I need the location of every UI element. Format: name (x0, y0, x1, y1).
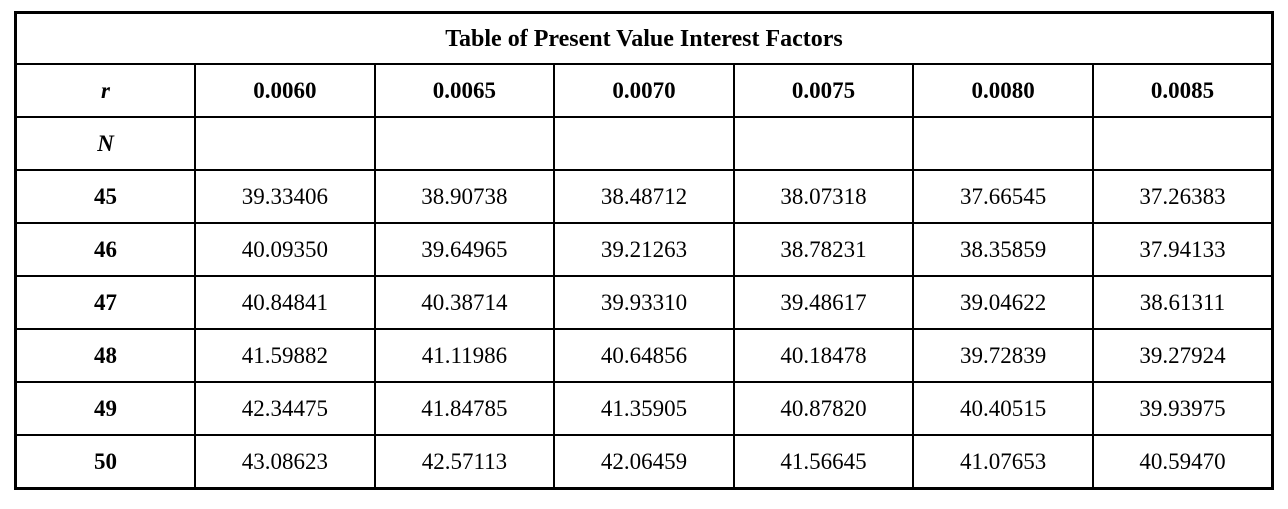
pv-factor-cell: 38.07318 (732, 169, 915, 224)
rate-header: 0.0065 (373, 63, 556, 118)
pv-factor-cell: 37.94133 (1091, 222, 1274, 277)
pv-factor-cell: 38.61311 (1091, 275, 1274, 330)
pv-factor-cell: 41.56645 (732, 434, 915, 490)
pv-factor-cell: 39.21263 (553, 222, 735, 277)
rate-header-row: r 0.0060 0.0065 0.0070 0.0075 0.0080 0.0… (14, 63, 1274, 118)
period-label-row: N (14, 116, 1274, 171)
table-title: Table of Present Value Interest Factors (14, 11, 1274, 65)
pv-factor-cell: 39.48617 (732, 275, 915, 330)
pv-factor-cell: 39.93975 (1091, 381, 1274, 436)
pv-factor-cell: 40.18478 (732, 328, 915, 383)
empty-cell (194, 116, 376, 171)
pv-factor-cell: 38.90738 (373, 169, 556, 224)
pv-factor-cell: 38.48712 (553, 169, 735, 224)
pv-factor-cell: 40.40515 (912, 381, 1094, 436)
pv-factor-cell: 39.04622 (912, 275, 1094, 330)
pv-factor-cell: 40.84841 (194, 275, 376, 330)
pv-factor-cell: 39.33406 (194, 169, 376, 224)
pv-factor-cell: 41.11986 (373, 328, 556, 383)
pv-factor-cell: 40.38714 (373, 275, 556, 330)
present-value-factors-table: Table of Present Value Interest Factors … (14, 11, 1274, 490)
table-row: 48 41.59882 41.11986 40.64856 40.18478 3… (14, 328, 1274, 383)
period-cell: 45 (14, 169, 197, 224)
pv-factor-cell: 40.09350 (194, 222, 376, 277)
pv-factor-cell: 39.27924 (1091, 328, 1274, 383)
rate-header: 0.0075 (732, 63, 915, 118)
pv-factor-cell: 41.84785 (373, 381, 556, 436)
rate-header: 0.0085 (1091, 63, 1274, 118)
pv-factor-cell: 41.59882 (194, 328, 376, 383)
period-axis-label: N (14, 116, 197, 171)
pv-factor-cell: 42.34475 (194, 381, 376, 436)
table-row: 45 39.33406 38.90738 38.48712 38.07318 3… (14, 169, 1274, 224)
period-cell: 49 (14, 381, 197, 436)
table-row: 49 42.34475 41.84785 41.35905 40.87820 4… (14, 381, 1274, 436)
empty-cell (732, 116, 915, 171)
pv-factor-cell: 37.26383 (1091, 169, 1274, 224)
pv-factor-cell: 42.57113 (373, 434, 556, 490)
pv-factor-cell: 38.35859 (912, 222, 1094, 277)
pv-factor-cell: 42.06459 (553, 434, 735, 490)
period-cell: 48 (14, 328, 197, 383)
period-cell: 46 (14, 222, 197, 277)
rate-header: 0.0080 (912, 63, 1094, 118)
title-row: Table of Present Value Interest Factors (14, 11, 1274, 65)
table-row: 46 40.09350 39.64965 39.21263 38.78231 3… (14, 222, 1274, 277)
period-cell: 50 (14, 434, 197, 490)
pv-factor-cell: 39.72839 (912, 328, 1094, 383)
pv-factor-cell: 39.93310 (553, 275, 735, 330)
empty-cell (553, 116, 735, 171)
pv-factor-cell: 41.07653 (912, 434, 1094, 490)
period-cell: 47 (14, 275, 197, 330)
empty-cell (1091, 116, 1274, 171)
pv-factor-cell: 39.64965 (373, 222, 556, 277)
empty-cell (373, 116, 556, 171)
pv-factor-cell: 37.66545 (912, 169, 1094, 224)
rate-axis-label: r (14, 63, 197, 118)
pv-factor-cell: 38.78231 (732, 222, 915, 277)
pv-factor-cell: 40.87820 (732, 381, 915, 436)
table-row: 50 43.08623 42.57113 42.06459 41.56645 4… (14, 434, 1274, 490)
pv-factor-cell: 43.08623 (194, 434, 376, 490)
pv-factor-cell: 40.64856 (553, 328, 735, 383)
rate-header: 0.0060 (194, 63, 376, 118)
pv-factor-cell: 40.59470 (1091, 434, 1274, 490)
pv-factor-cell: 41.35905 (553, 381, 735, 436)
table-row: 47 40.84841 40.38714 39.93310 39.48617 3… (14, 275, 1274, 330)
empty-cell (912, 116, 1094, 171)
rate-header: 0.0070 (553, 63, 735, 118)
